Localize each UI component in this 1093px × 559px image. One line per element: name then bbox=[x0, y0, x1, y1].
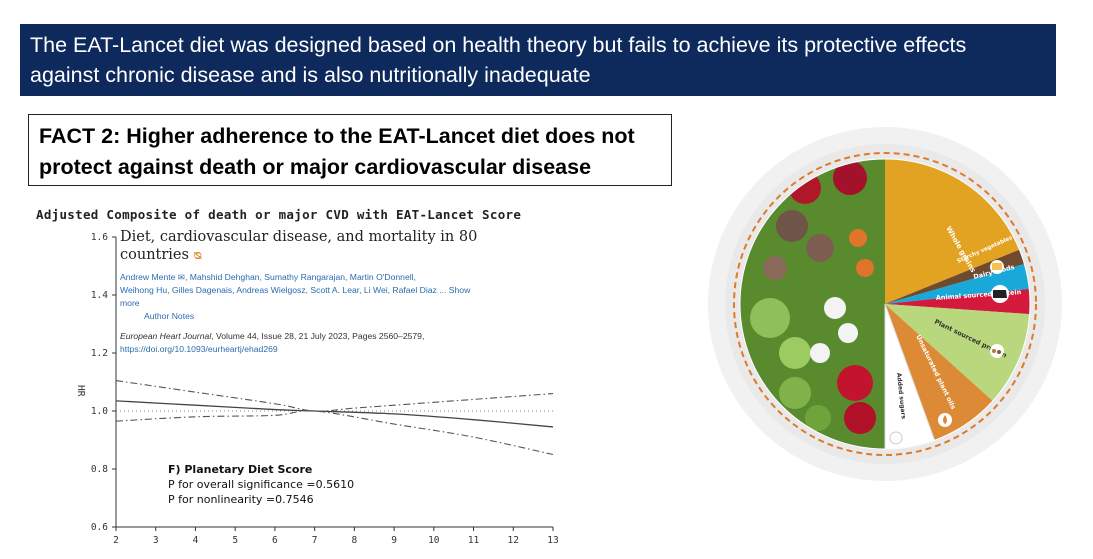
planetary-health-plate: Whole grains Starchy vegetables Dairy fo… bbox=[708, 127, 1062, 481]
plate-dashed-ring bbox=[733, 152, 1037, 456]
dairy-segment bbox=[885, 264, 1030, 304]
stats-heading: F) Planetary Diet Score bbox=[168, 463, 313, 476]
open-access-icon: ᴓ bbox=[193, 248, 202, 263]
carrot-illustration bbox=[849, 229, 867, 247]
y-tick-label: 0.8 bbox=[91, 464, 108, 475]
x-tick-label: 4 bbox=[193, 535, 199, 546]
carrot-illustration bbox=[856, 259, 874, 277]
headline-banner: The EAT-Lancet diet was designed based o… bbox=[20, 24, 1056, 96]
whole-grains-segment bbox=[885, 159, 1020, 304]
x-tick-label: 8 bbox=[351, 535, 357, 546]
authors-line-1[interactable]: Andrew Mente ✉, Mahshid Dehghan, Sumathy… bbox=[120, 272, 416, 282]
journal-name: European Heart Journal bbox=[120, 331, 212, 341]
garlic-illustration bbox=[824, 297, 846, 319]
plant-oils-segment bbox=[885, 304, 993, 441]
hazard-ratio-chart: 0.6 0.8 1.0 1.2 1.4 1.6 2 3 4 5 6 7 8 9 10 11 12 13 HR bbox=[75, 232, 559, 546]
journal-details: , Volume 44, Issue 28, 21 July 2023, Pag… bbox=[211, 331, 425, 341]
paper-citation: Diet, cardiovascular disease, and mortal… bbox=[120, 228, 490, 354]
beet-illustration bbox=[837, 365, 873, 401]
broccoli-illustration bbox=[750, 298, 790, 338]
tomato-illustration bbox=[833, 161, 867, 195]
x-tick-label: 6 bbox=[272, 535, 278, 546]
bean-icon-2 bbox=[997, 350, 1001, 354]
p-nonlinearity: P for nonlinearity =0.7546 bbox=[168, 493, 314, 506]
vegetable-illustrations bbox=[750, 161, 876, 434]
y-tick-label: 1.4 bbox=[91, 290, 108, 301]
bean-icon bbox=[992, 349, 996, 353]
sugar-icon bbox=[889, 431, 903, 445]
plant-protein-segment bbox=[885, 304, 1030, 402]
oil-drop-icon bbox=[943, 415, 947, 424]
x-tick-label: 13 bbox=[547, 535, 558, 546]
series-line-lower bbox=[115, 410, 554, 456]
x-tick-label: 5 bbox=[232, 535, 238, 546]
garlic-illustration bbox=[838, 323, 858, 343]
label-added-sugars: Added sugars bbox=[895, 372, 907, 419]
x-tick-label: 11 bbox=[468, 535, 480, 546]
paper-title-line-1: Diet, cardiovascular disease, and mortal… bbox=[120, 229, 478, 245]
series-line-upper bbox=[115, 380, 554, 412]
paper-title: Diet, cardiovascular disease, and mortal… bbox=[120, 228, 490, 265]
x-tick-label: 2 bbox=[113, 535, 119, 546]
fact-line-1: FACT 2: Higher adherence to the EAT-Lanc… bbox=[39, 124, 635, 148]
y-axis-label: HR bbox=[75, 385, 86, 397]
mushroom-illustration bbox=[776, 210, 808, 242]
cow-icon bbox=[993, 290, 1007, 298]
journal-info: European Heart Journal, Volume 44, Issue… bbox=[120, 331, 490, 341]
fact-box: FACT 2: Higher adherence to the EAT-Lanc… bbox=[28, 114, 672, 186]
y-tick-label: 1.0 bbox=[91, 406, 108, 417]
x-tick-label: 10 bbox=[428, 535, 440, 546]
headline-line-1: The EAT-Lancet diet was designed based o… bbox=[30, 33, 967, 57]
pear-illustration bbox=[805, 405, 831, 431]
authors-line-2[interactable]: Weihong Hu, Gilles Dagenais, Andreas Wie… bbox=[120, 285, 471, 295]
broccoli-illustration bbox=[779, 337, 811, 369]
p-overall: P for overall significance =0.5610 bbox=[168, 478, 355, 491]
chart-statistics: F) Planetary Diet Score P for overall si… bbox=[168, 462, 354, 507]
cheese-icon bbox=[992, 263, 1002, 270]
show-more-link[interactable]: more bbox=[120, 298, 140, 308]
y-tick-label: 0.6 bbox=[91, 522, 108, 533]
garlic-illustration bbox=[810, 343, 830, 363]
doi-link[interactable]: https://doi.org/10.1093/eurheartj/ehad26… bbox=[120, 344, 278, 354]
mushroom-illustration bbox=[806, 234, 834, 262]
x-tick-label: 12 bbox=[508, 535, 519, 546]
mushroom-illustration bbox=[763, 256, 787, 280]
x-tick-label: 7 bbox=[312, 535, 318, 546]
y-tick-label: 1.2 bbox=[91, 348, 108, 359]
plant-protein-icon-bg bbox=[990, 344, 1004, 358]
author-notes-link[interactable]: Author Notes bbox=[144, 311, 195, 321]
beet-illustration bbox=[844, 402, 876, 434]
chart-title: Adjusted Composite of death or major CVD… bbox=[36, 207, 522, 222]
headline-line-2: against chronic disease and is also nutr… bbox=[30, 63, 591, 87]
plate-edge bbox=[739, 158, 1031, 450]
paper-title-line-2: countries bbox=[120, 247, 189, 263]
x-tick-label: 3 bbox=[153, 535, 159, 546]
fact-line-2: protect against death or major cardiovas… bbox=[39, 155, 592, 179]
starchy-vegetables-segment bbox=[885, 249, 1025, 304]
x-tick-label: 9 bbox=[391, 535, 397, 546]
author-list[interactable]: Andrew Mente ✉, Mahshid Dehghan, Sumathy… bbox=[120, 271, 490, 310]
pear-illustration bbox=[779, 377, 811, 409]
y-tick-label: 1.6 bbox=[91, 232, 108, 243]
